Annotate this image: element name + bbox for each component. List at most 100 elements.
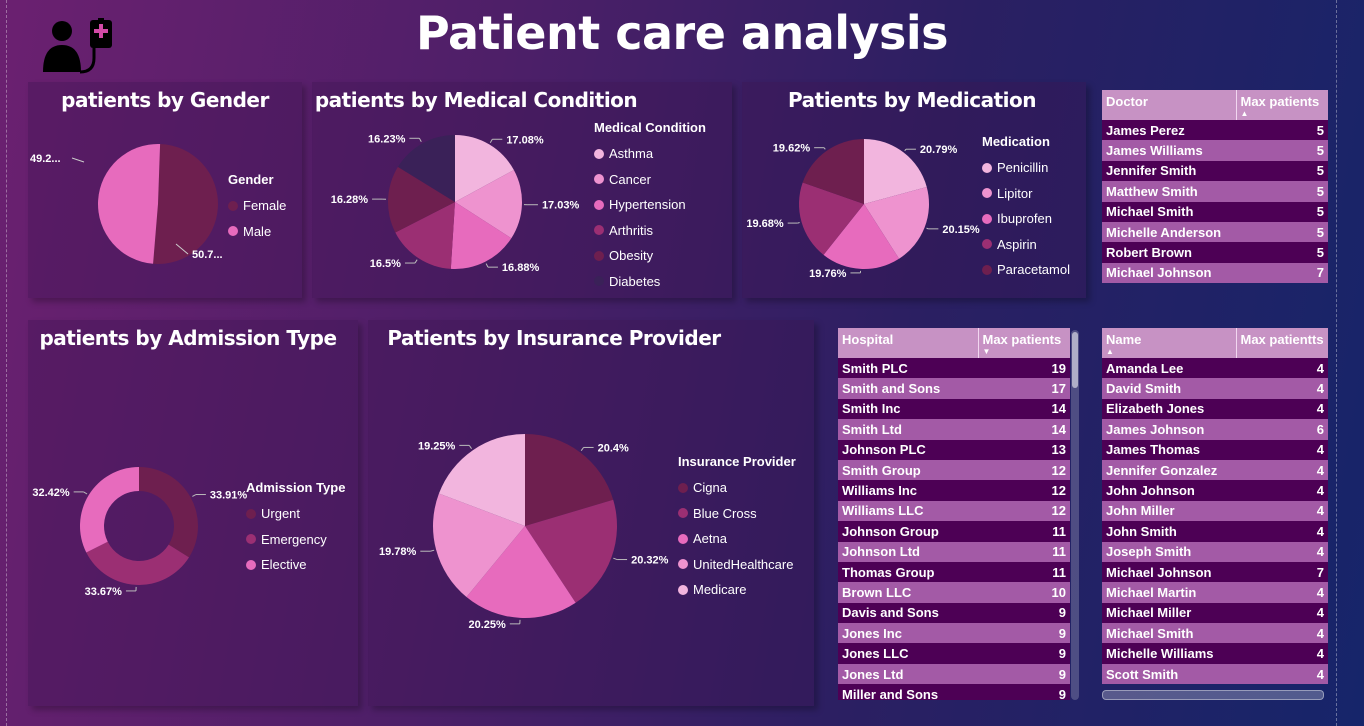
condition-slice-cancer[interactable] (455, 170, 522, 239)
table-row[interactable]: David Smith 4 (1102, 378, 1328, 399)
table-row[interactable]: Michael Martin 4 (1102, 582, 1328, 603)
sort-arrow-icon[interactable]: ▲ (1240, 109, 1249, 118)
legend-item-penicillin[interactable]: Penicillin (982, 155, 1070, 181)
table-row[interactable]: Jones Ltd 9 (838, 663, 1070, 685)
legend-item-elective[interactable]: Elective (246, 552, 345, 578)
table-row[interactable]: Williams LLC 12 (838, 500, 1070, 522)
table-row[interactable]: Thomas Group 11 (838, 561, 1070, 583)
doctor_table-header-0[interactable]: Doctor (1102, 90, 1237, 120)
doctor_table-header-1[interactable]: Max patients ▲ (1236, 90, 1328, 120)
table-row[interactable]: Elizabeth Jones 4 (1102, 398, 1328, 420)
table-row[interactable]: James Williams 5 (1102, 140, 1328, 161)
insurance-pie-chart[interactable]: 20.4% 20.32% 20.25% 19.78% 19.25% (368, 320, 814, 706)
table-row[interactable]: Scott Smith 4 (1102, 663, 1328, 685)
table-row[interactable]: Johnson PLC 13 (838, 439, 1070, 460)
table-row[interactable]: James Johnson 6 (1102, 419, 1328, 440)
admission-donut-chart[interactable]: 33.91% 33.67% 32.42% (28, 320, 358, 706)
legend-item-asthma[interactable]: Asthma (594, 141, 706, 167)
table-row[interactable]: Robert Brown 5 (1102, 242, 1328, 263)
admission-slice-elective[interactable] (80, 467, 139, 553)
table-row[interactable]: Michael Johnson 7 (1102, 561, 1328, 583)
condition-slice-asthma[interactable] (455, 135, 514, 202)
name_table-header-0[interactable]: Name ▲ (1102, 328, 1237, 358)
sort-arrow-icon[interactable]: ▼ (982, 347, 991, 356)
insurance-slice-aetna[interactable] (466, 526, 576, 618)
table-row[interactable]: Jones Inc 9 (838, 623, 1070, 644)
table-row[interactable]: Jennifer Gonzalez 4 (1102, 459, 1328, 481)
admission-slice-urgent[interactable] (139, 467, 198, 558)
legend-item-urgent[interactable]: Urgent (246, 501, 345, 527)
legend-item-medicare[interactable]: Medicare (678, 577, 796, 603)
doctor-table[interactable]: Doctor Max patients ▲ James Perez 5 James Wil… (1102, 90, 1328, 286)
insurance-slice-unitedhealthcare[interactable] (433, 493, 525, 597)
table-row[interactable]: John Smith 4 (1102, 521, 1328, 542)
legend-item-unitedhealthcare[interactable]: UnitedHealthcare (678, 552, 796, 578)
table-row[interactable]: Johnson Ltd 11 (838, 541, 1070, 562)
insurance-slice-blue-cross[interactable] (525, 499, 617, 603)
name-table[interactable]: Name ▲ Max patientts Amanda Lee 4 David Smith… (1102, 328, 1328, 686)
legend-item-paracetamol[interactable]: Paracetamol (982, 257, 1070, 283)
legend-item-arthritis[interactable]: Arthritis (594, 218, 706, 244)
medication-slice-penicillin[interactable] (864, 139, 927, 204)
table-row[interactable]: Jones LLC 9 (838, 643, 1070, 664)
legend-item-hypertension[interactable]: Hypertension (594, 192, 706, 218)
table-row[interactable]: James Thomas 4 (1102, 439, 1328, 460)
table-row[interactable]: Miller and Sons 9 (838, 684, 1070, 700)
legend-item-blue-cross[interactable]: Blue Cross (678, 501, 796, 527)
legend-item-ibuprofen[interactable]: Ibuprofen (982, 206, 1070, 232)
table-row[interactable]: Smith Group 12 (838, 459, 1070, 481)
table-row[interactable]: Williams Inc 12 (838, 480, 1070, 501)
table-row[interactable]: Michelle Anderson 5 (1102, 221, 1328, 243)
legend-item-cancer[interactable]: Cancer (594, 167, 706, 193)
table-row[interactable]: Michelle Williams 4 (1102, 643, 1328, 664)
condition-pie-chart[interactable]: 17.08% 17.03% 16.88% 16.5% 16.28% 16.23% (312, 82, 732, 298)
table-row[interactable]: Smith Inc 14 (838, 398, 1070, 420)
medical-condition-panel[interactable]: patients by Medical Condition 17.08% 17.0… (312, 82, 732, 298)
hospital_table-header-1[interactable]: Max patients ▼ (978, 328, 1070, 358)
table-row[interactable]: Amanda Lee 4 (1102, 358, 1328, 379)
legend-item-lipitor[interactable]: Lipitor (982, 181, 1070, 207)
condition-slice-diabetes[interactable] (397, 135, 455, 202)
table-row[interactable]: Davis and Sons 9 (838, 602, 1070, 624)
hospital-table-scrollbar[interactable] (1071, 330, 1079, 700)
table-row[interactable]: Michael Smith 4 (1102, 623, 1328, 644)
name_table-header-1[interactable]: Max patientts (1236, 328, 1328, 358)
legend-item-aetna[interactable]: Aetna (678, 526, 796, 552)
gender-slice-male[interactable] (98, 144, 161, 264)
insurance-slice-cigna[interactable] (525, 434, 614, 526)
admission-slice-emergency[interactable] (86, 541, 189, 585)
insurance-provider-panel[interactable]: Patients by Insurance Provider 20.4% 20.3… (368, 320, 814, 706)
table-row[interactable]: Michael Smith 5 (1102, 201, 1328, 222)
gender-slice-female[interactable] (153, 144, 219, 264)
medication-slice-paracetamol[interactable] (802, 139, 864, 204)
table-row[interactable]: Smith PLC 19 (838, 358, 1070, 379)
table-row[interactable]: John Miller 4 (1102, 500, 1328, 522)
gender-panel[interactable]: patients by Gender 49.2... 50.7... Gende… (28, 82, 302, 298)
legend-item-male[interactable]: Male (228, 219, 286, 245)
hospital-table-scroll-thumb[interactable] (1072, 332, 1078, 388)
condition-slice-obesity[interactable] (388, 166, 455, 233)
sort-arrow-icon[interactable]: ▲ (1106, 347, 1114, 356)
table-row[interactable]: Joseph Smith 4 (1102, 541, 1328, 562)
table-row[interactable]: Michael Johnson 7 (1102, 262, 1328, 284)
admission-type-panel[interactable]: patients by Admission Type 33.91% 33.67% 3… (28, 320, 358, 706)
legend-item-cigna[interactable]: Cigna (678, 475, 796, 501)
condition-slice-hypertension[interactable] (450, 202, 512, 269)
medication-slice-lipitor[interactable] (864, 187, 929, 259)
hospital_table-header-0[interactable]: Hospital (838, 328, 979, 358)
legend-item-female[interactable]: Female (228, 193, 286, 219)
medication-pie-chart[interactable]: 20.79% 20.15% 19.76% 19.68% 19.62% (742, 82, 1086, 298)
table-row[interactable]: Brown LLC 10 (838, 582, 1070, 603)
table-row[interactable]: Johnson Group 11 (838, 521, 1070, 542)
name-table-horizontal-scrollbar[interactable] (1102, 690, 1324, 700)
table-row[interactable]: Matthew Smith 5 (1102, 181, 1328, 202)
table-row[interactable]: John Johnson 4 (1102, 480, 1328, 501)
table-row[interactable]: James Perez 5 (1102, 120, 1328, 141)
legend-item-aspirin[interactable]: Aspirin (982, 232, 1070, 258)
legend-item-obesity[interactable]: Obesity (594, 243, 706, 269)
legend-item-diabetes[interactable]: Diabetes (594, 269, 706, 295)
gender-pie-chart[interactable]: 49.2... 50.7... (28, 82, 302, 298)
hospital-table[interactable]: Hospital Max patients ▼ Smith PLC 19 Smith an… (838, 328, 1070, 700)
condition-slice-arthritis[interactable] (395, 202, 455, 269)
table-row[interactable]: Michael Miller 4 (1102, 602, 1328, 624)
